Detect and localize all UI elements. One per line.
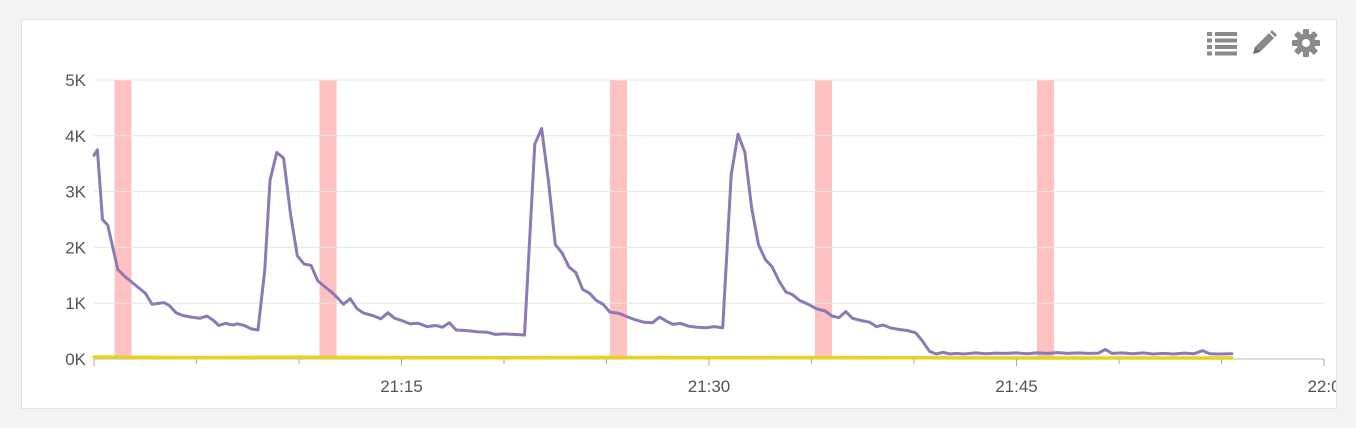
- highlight-band: [1037, 80, 1055, 359]
- highlight-band: [609, 80, 627, 359]
- x-tick-label: 21:30: [688, 377, 731, 396]
- x-tick-label: 21:45: [995, 377, 1038, 396]
- x-tick-label: 21:15: [380, 377, 423, 396]
- list-icon[interactable]: [1206, 28, 1238, 58]
- axes: 0K 1K 2K 3K 4K 5K 21:15 21:30 21:45 22:0: [65, 71, 1336, 396]
- highlight-band: [814, 80, 832, 359]
- highlight-band: [319, 80, 337, 359]
- series-line: [92, 127, 1234, 356]
- y-tick-label: 3K: [65, 183, 86, 202]
- series-lines: [92, 127, 1234, 360]
- gear-icon[interactable]: [1290, 28, 1322, 58]
- series-line: [92, 355, 1234, 360]
- highlight-band: [114, 80, 132, 359]
- highlight-bands: [114, 80, 1055, 359]
- timeseries-panel: 0K 1K 2K 3K 4K 5K 21:15 21:30 21:45 22:0: [21, 19, 1337, 409]
- chart: 0K 1K 2K 3K 4K 5K 21:15 21:30 21:45 22:0: [65, 71, 1336, 396]
- y-tick-label: 1K: [65, 294, 86, 313]
- y-tick-label: 4K: [65, 127, 86, 146]
- pencil-icon[interactable]: [1248, 28, 1280, 58]
- y-tick-label: 0K: [65, 350, 86, 369]
- y-tick-label: 2K: [65, 238, 86, 257]
- y-tick-label: 5K: [65, 71, 86, 90]
- grid-lines: [94, 79, 1324, 360]
- panel-toolbar: [1206, 28, 1322, 58]
- x-tick-label: 22:0: [1307, 377, 1336, 396]
